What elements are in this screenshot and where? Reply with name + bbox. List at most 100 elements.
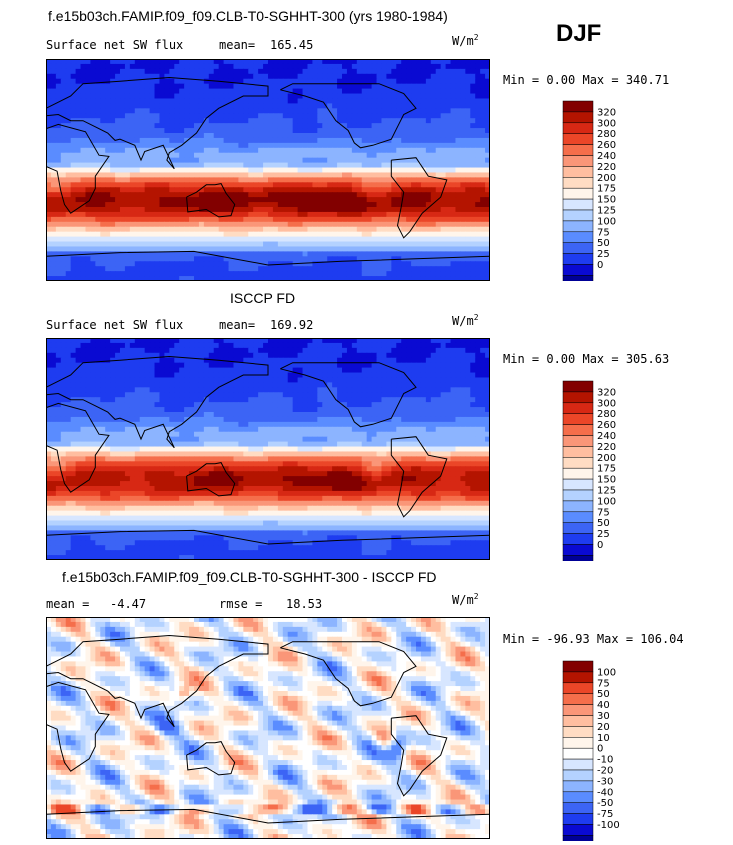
panel2-map-coastline [186,462,236,497]
panel3-mean-value: -4.47 [110,597,147,611]
panel3-colorbar-tick-label: 100 [597,667,616,678]
panel1-colorbar-tick-label: 280 [597,129,616,140]
panel3-map-field [46,617,490,839]
panel1-colorbar-swatch [562,155,594,167]
panel3-colorbar-swatch [562,835,594,841]
panel1-colorbar-swatch [562,198,594,211]
panel1-colorbar-swatch [562,122,594,134]
panel1-map-coastline [46,123,110,214]
panel1-colorbar-swatch [562,133,594,145]
panel1-colorbar-tick-label: 260 [597,140,616,151]
panel1-colorbar-tick-label: 320 [597,107,616,118]
panel3-colorbar-swatch [562,715,594,727]
panel2-colorbar-tick-label: 50 [597,518,610,529]
panel1-unit: W/m2 [452,33,479,49]
panel1-colorbar-tick-label: 75 [597,227,610,238]
panel3-unit: W/m2 [452,592,479,608]
panel3-map-coastline [46,634,269,728]
panel3-colorbar-swatch [562,791,594,803]
panel3-colorbar-swatch [562,802,594,814]
panel2-colorbar-tick-label: 175 [597,464,616,475]
panel2-colorbar-tick-label: 200 [597,453,616,464]
panel2-colorbar-swatch [562,402,594,414]
panel3-colorbar-tick-label: -20 [597,766,613,777]
panel1-colorbar-swatch [562,111,594,124]
panel2-title: ISCCP FD [230,290,296,306]
panel1-colorbar-tick-label: 100 [597,216,616,227]
panel1-map-coastline [46,76,269,170]
panel1-map-coastline [46,250,490,266]
panel3-colorbar-swatch [562,824,594,836]
panel1-colorbar-swatch [562,144,594,156]
panel2-mean-value: 169.92 [270,318,314,332]
panel2-map-frame [46,338,490,560]
panel3-map-coastline [46,681,110,772]
panel1-colorbar-tick-label: 175 [597,184,616,195]
panel1-title: f.e15b03ch.FAMIP.f09_f09.CLB-T0-SGHHT-30… [48,8,448,24]
panel2-colorbar-swatch [562,435,594,447]
panel1-colorbar-tick-label: 200 [597,173,616,184]
panel3-colorbar-swatch [562,813,594,825]
panel2-colorbar-swatch [562,533,594,545]
panel2-colorbar-tick-label: 280 [597,409,616,420]
panel2-colorbar-tick-label: 260 [597,420,616,431]
panel3-map-frame [46,617,490,839]
panel3-colorbar-tick-label: -75 [597,809,613,820]
panel2-colorbar-swatch [562,489,594,502]
panel2-colorbar-swatch [562,555,594,561]
panel1-map [46,59,490,281]
panel3-colorbar-tick-label: 75 [597,678,610,689]
panel1-map-coastline [186,183,236,218]
panel3-colorbar-tick-label: -40 [597,787,613,798]
panel1-colorbar-tick-label: 150 [597,195,616,206]
panel2-colorbar-tick-label: 100 [597,496,616,507]
panel3-title: f.e15b03ch.FAMIP.f09_f09.CLB-T0-SGHHT-30… [62,569,437,585]
panel3-colorbar-swatch [562,660,594,673]
panel1-colorbar-swatch [562,220,594,233]
panel2-colorbar-swatch [562,424,594,436]
panel2-colorbar-tick-label: 0 [597,540,603,551]
panel3-colorbar-swatch [562,758,594,771]
panel3-colorbar-tick-label: -10 [597,755,613,766]
panel2-colorbar-swatch [562,500,594,513]
panel3-mean-label: mean = [46,597,90,611]
panel3-colorbar-swatch [562,704,594,716]
panel3-minmax: Min = -96.93 Max = 106.04 [503,632,684,646]
panel3-colorbar-swatch [562,737,594,749]
panel2-colorbar-swatch [562,457,594,469]
panel3-colorbar-tick-label: 10 [597,733,610,744]
panel2-map-coastline [46,529,490,545]
panel2-map-coastline [280,362,417,428]
panel2-map-field [46,338,490,560]
panel2-colorbar-tick-label: 75 [597,507,610,518]
panel3-colorbar-swatch [562,747,594,760]
panel1-colorbar-swatch [562,275,594,281]
panel1-colorbar-swatch [562,166,594,178]
panel2-map-coastline [46,402,110,493]
panel2-colorbar-tick-label: 320 [597,387,616,398]
panel2-colorbar-tick-label: 240 [597,431,616,442]
panel1-variable-label: Surface net SW flux [46,38,184,52]
panel3-colorbar-tick-label: -100 [597,820,620,831]
panel2-colorbar-tick-label: 150 [597,475,616,486]
panel2-variable-label: Surface net SW flux [46,318,184,332]
panel2-colorbar-swatch [562,511,594,523]
panel3-colorbar-swatch [562,682,594,694]
panel1-map-frame [46,59,490,281]
panel1-colorbar-swatch [562,209,594,222]
panel2-colorbar-swatch [562,522,594,534]
panel1-colorbar-swatch [562,100,594,113]
panel2-colorbar-swatch [562,544,594,556]
panel3-map [46,617,490,839]
panel1-map-coastline [280,83,417,149]
panel3-colorbar-swatch [562,693,594,705]
panel3-colorbar-tick-label: 30 [597,711,610,722]
panel1-colorbar-tick-label: 25 [597,249,610,260]
panel2-map-coastline [390,436,448,518]
season-label: DJF [556,20,602,47]
panel3-colorbar-tick-label: -50 [597,798,613,809]
panel1-colorbar-tick-label: 240 [597,151,616,162]
panel1-colorbar-swatch [562,187,594,200]
panel2-colorbar-tick-label: 25 [597,529,610,540]
